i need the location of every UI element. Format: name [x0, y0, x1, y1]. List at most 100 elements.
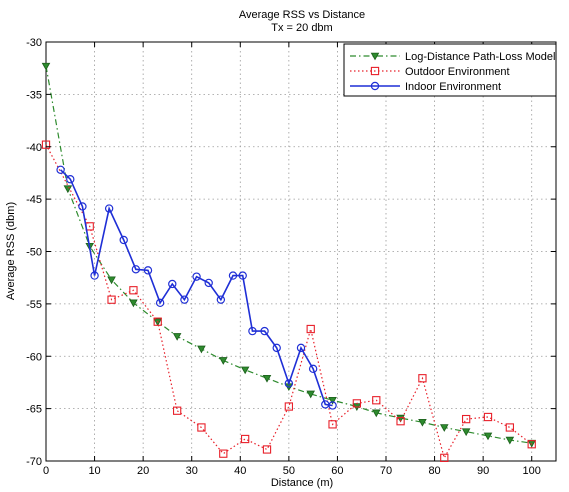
data-point-model [172, 333, 182, 341]
y-tick-label: -45 [26, 194, 42, 206]
data-point-outdoor [527, 440, 536, 449]
y-tick-label: -65 [26, 404, 42, 416]
legend-box [343, 43, 557, 97]
legend-marker-outdoor [370, 66, 380, 76]
x-tick-label: 70 [380, 465, 392, 477]
data-point-model [41, 62, 51, 71]
x-tick-label: 90 [477, 465, 489, 477]
data-point-model [240, 366, 250, 375]
data-point-indoor [78, 202, 87, 211]
y-tick-label: -50 [26, 247, 42, 259]
data-point-outdoor [172, 406, 182, 415]
data-point-indoor [66, 175, 75, 184]
data-point-model [418, 418, 427, 427]
data-point-indoor [328, 401, 337, 410]
data-point-indoor [216, 295, 226, 304]
data-point-indoor [56, 165, 65, 174]
series-outdoor [41, 140, 536, 463]
y-tick-label: -55 [26, 299, 42, 311]
x-tick-label: 30 [186, 465, 198, 477]
y-tick-label: -70 [26, 456, 42, 468]
legend-marker-model [370, 52, 380, 61]
data-point-indoor [104, 204, 114, 213]
data-point-outdoor [483, 412, 493, 422]
data-point-model [197, 345, 206, 354]
x-tick-label: 100 [523, 465, 541, 477]
data-point-model [372, 409, 381, 418]
data-point-indoor [204, 278, 213, 288]
x-tick-label: 60 [331, 465, 343, 477]
data-point-outdoor [153, 317, 162, 326]
data-point-outdoor [197, 423, 206, 432]
data-point-indoor [131, 265, 141, 274]
data-point-model [129, 299, 138, 308]
chart-title: Average RSS vs Distance [239, 9, 365, 21]
series-line-indoor [60, 169, 333, 407]
y-tick-label: -40 [26, 142, 42, 154]
x-tick-label: 80 [428, 465, 440, 477]
data-point-indoor [248, 326, 257, 336]
legend-marker-indoor [370, 81, 380, 91]
data-point-outdoor [440, 453, 449, 463]
data-point-model [262, 374, 272, 383]
data-point-outdoor [41, 140, 51, 149]
data-point-outdoor [352, 399, 362, 408]
x-tick-label: 50 [283, 465, 295, 477]
data-point-indoor [260, 326, 269, 336]
legend-label-model: Log-Distance Path-Loss Model [405, 51, 555, 63]
data-point-indoor [228, 271, 238, 280]
y-tick-label: -35 [26, 89, 42, 101]
legend: Log-Distance Path-Loss Model Outdoor Envi… [343, 43, 557, 97]
data-point-model [63, 185, 73, 194]
chart-subtitle: Tx = 20 dbm [271, 22, 332, 34]
x-tick-label: 20 [137, 465, 149, 477]
data-point-outdoor [107, 295, 116, 304]
data-point-outdoor [306, 324, 315, 334]
data-point-outdoor [129, 286, 138, 295]
data-point-indoor [272, 343, 281, 353]
data-point-outdoor [372, 396, 381, 405]
series-layer [41, 62, 536, 463]
data-point-outdoor [328, 420, 337, 429]
x-tick-label: 10 [88, 465, 100, 477]
data-point-outdoor [396, 417, 405, 426]
data-point-indoor [296, 343, 306, 353]
series-indoor [56, 165, 337, 410]
data-point-outdoor [240, 434, 250, 444]
data-point-model [440, 424, 449, 432]
y-axis-label: Average RSS (dbm) [5, 202, 17, 300]
data-point-indoor [308, 364, 318, 374]
x-axis-label: Distance (m) [271, 477, 333, 489]
data-point-indoor [119, 235, 128, 245]
data-point-indoor [90, 271, 99, 280]
tick-layer: 0 10 20 30 40 50 60 70 80 90 100 -30 -35 -40 -45 -50 -55… [26, 37, 556, 477]
data-point-outdoor [262, 445, 272, 454]
data-point-outdoor [461, 414, 471, 424]
data-point-indoor [143, 266, 153, 275]
y-tick-label: -60 [26, 351, 42, 363]
x-tick-label: 0 [43, 465, 49, 477]
data-point-model [461, 428, 471, 437]
data-point-outdoor [505, 423, 515, 432]
data-point-indoor [180, 295, 189, 304]
legend-label-outdoor: Outdoor Environment [405, 66, 510, 78]
data-point-outdoor [219, 449, 228, 458]
series-line-outdoor [45, 144, 533, 460]
legend-items: Log-Distance Path-Loss Model Outdoor Envi… [350, 51, 555, 93]
legend-label-indoor: Indoor Environment [405, 81, 501, 93]
data-point-indoor [192, 272, 201, 281]
data-point-indoor [284, 379, 294, 388]
data-point-model [328, 396, 337, 405]
data-point-model [483, 432, 493, 441]
data-point-outdoor [418, 374, 427, 383]
data-point-outdoor [284, 402, 294, 411]
data-point-model [306, 390, 315, 399]
data-point-model [107, 276, 116, 285]
data-point-indoor [155, 298, 165, 308]
data-point-indoor [168, 279, 177, 289]
data-point-model [219, 357, 228, 365]
x-tick-label: 40 [234, 465, 246, 477]
y-tick-label: -30 [26, 37, 42, 49]
